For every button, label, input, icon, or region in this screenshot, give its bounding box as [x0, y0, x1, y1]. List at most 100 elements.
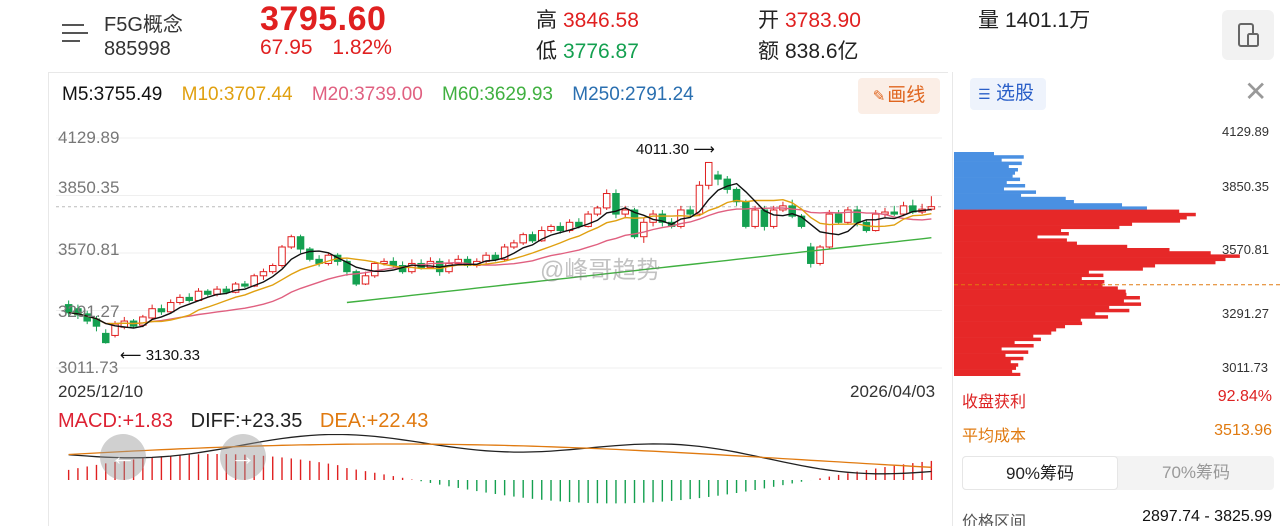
candle-body	[686, 209, 694, 215]
profit-chip-bar	[954, 289, 1126, 294]
candle-body	[361, 275, 370, 285]
candle-body	[194, 290, 203, 301]
amount-label: 额	[758, 40, 779, 63]
profit-chip-bar	[954, 222, 1133, 226]
last-price: 3795.60	[260, 0, 387, 38]
profit-chip-bar	[954, 308, 1130, 313]
low-annotation-value: 3130.33	[145, 347, 200, 364]
high-annotation-value: 4011.30	[636, 141, 690, 158]
candle-body	[927, 206, 936, 210]
candle-body	[602, 193, 611, 209]
profit-chip-bar	[954, 280, 1105, 284]
candle-body	[732, 188, 741, 203]
chip-y-tick-2: 3850.35	[1222, 179, 1269, 194]
device-switch-button[interactable]	[1222, 10, 1274, 60]
profit-chip-bar	[954, 356, 1024, 361]
chip-tabs: 90%筹码 70%筹码	[962, 456, 1274, 490]
close-icon[interactable]: ✕	[1244, 76, 1268, 107]
select-stock-button[interactable]: ☰ 选股	[970, 78, 1046, 110]
high-field: 高 3846.58	[536, 4, 639, 34]
loss-chip-bar	[954, 164, 1009, 169]
candle-body	[222, 288, 231, 293]
candle-body	[101, 332, 110, 344]
candle-body	[389, 260, 398, 267]
candle-body	[788, 205, 796, 217]
candle-body	[593, 207, 602, 215]
profit-chip-bar	[954, 209, 1180, 214]
profit-chip-bar	[954, 219, 1181, 223]
profit-chip-bar	[954, 353, 1006, 358]
draw-line-button[interactable]: ✎ 画线	[858, 78, 940, 114]
prev-arrow-icon[interactable]: ←	[100, 434, 146, 480]
candle-body	[278, 246, 286, 267]
ma60-label: M60:3629.93	[442, 84, 553, 105]
menu-icon[interactable]	[62, 22, 88, 44]
candle-body	[343, 260, 351, 273]
profit-chip-bar	[954, 267, 1143, 271]
y-tick-2: 3850.35	[58, 178, 120, 197]
macd-chart	[67, 434, 933, 504]
profit-value: 92.84%	[1217, 388, 1272, 405]
candle-body	[148, 308, 156, 319]
candle-body	[231, 283, 240, 293]
candle-body	[834, 213, 843, 223]
pen-icon: ✎	[872, 88, 886, 105]
candle-body	[769, 209, 778, 227]
ma250-label: M250:2791.24	[572, 84, 694, 105]
kline-chart[interactable]	[56, 124, 942, 376]
candle-body	[352, 271, 360, 285]
candle-body	[287, 236, 296, 248]
tab-90-chip[interactable]: 90%筹码	[962, 456, 1118, 490]
loss-chip-bar	[954, 168, 1018, 172]
candle-body	[751, 209, 759, 227]
candle-body	[621, 209, 629, 215]
draw-line-label: 画线	[887, 85, 926, 106]
amount-field: 额 838.6亿	[758, 35, 859, 65]
tab-70-chip[interactable]: 70%筹码	[1161, 463, 1231, 482]
candle-body	[871, 213, 880, 232]
candle-body	[714, 174, 722, 180]
candle-body	[185, 296, 193, 301]
candle-body	[528, 234, 537, 242]
low-label: 低	[536, 40, 557, 63]
avg-cost-value: 3513.96	[1214, 422, 1272, 439]
candle-body	[658, 213, 667, 223]
candle-body	[204, 290, 212, 295]
candle-body	[519, 234, 527, 244]
next-arrow-icon[interactable]: →	[220, 434, 266, 480]
stock-name: F5G概念	[104, 14, 183, 36]
candle-body	[640, 221, 648, 238]
loss-chip-bar	[954, 187, 1004, 191]
chip-y-tick-3: 3570.81	[1222, 242, 1269, 257]
candle-body	[575, 221, 583, 227]
candle-body	[259, 271, 268, 277]
profit-chip-bar	[954, 216, 1187, 220]
profit-chip-bar	[954, 232, 1069, 236]
price-change: 67.95 1.82%	[260, 36, 392, 60]
candle-body	[324, 254, 333, 264]
ma20-line	[68, 207, 932, 325]
kline-panel	[48, 72, 948, 526]
profit-chip-bar	[954, 251, 1211, 255]
candle-body	[166, 302, 175, 313]
y-tick-4: 3291.27	[58, 302, 120, 321]
candle-body	[853, 209, 861, 223]
profit-chip-bar	[954, 257, 1226, 262]
candle-body	[890, 211, 899, 215]
profit-chip-bar	[954, 331, 1052, 335]
candle-body	[157, 308, 166, 313]
loss-chip-bar	[954, 206, 1147, 210]
profit-chip-bar	[954, 244, 1128, 249]
y-tick-5: 3011.73	[58, 358, 119, 377]
profit-chip-bar	[954, 270, 1089, 274]
select-stock-label: 选股	[996, 83, 1035, 104]
profit-chip-bar	[954, 337, 1041, 342]
volume-value: 1401.1万	[1005, 9, 1091, 32]
profit-chip-bar	[954, 264, 1156, 268]
profit-label: 收盘获利	[962, 394, 1027, 411]
profit-chip-bar	[954, 248, 1170, 252]
candle-body	[306, 248, 314, 260]
candle-body	[797, 215, 806, 227]
macd-legend: MACD:+1.83 DIFF:+23.35 DEA:+22.43	[58, 410, 440, 433]
candle-body	[816, 246, 824, 264]
